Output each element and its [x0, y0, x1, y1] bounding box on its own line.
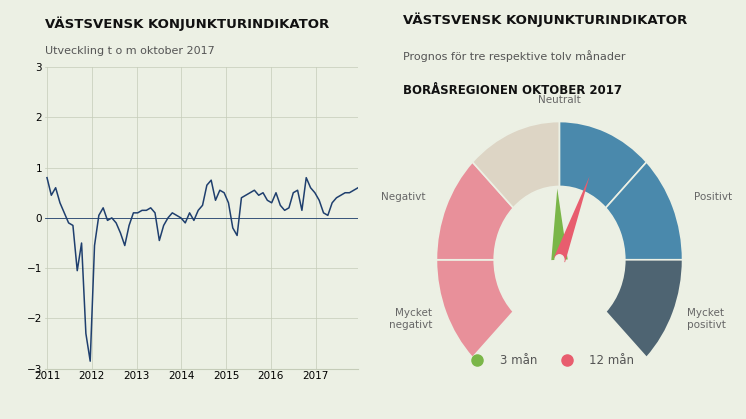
Text: VÄSTSVENSK KONJUNKTURINDIKATOR: VÄSTSVENSK KONJUNKTURINDIKATOR [403, 13, 687, 27]
Circle shape [555, 255, 564, 265]
Wedge shape [560, 122, 647, 208]
Wedge shape [436, 162, 513, 260]
Text: Prognos för tre respektive tolv månader: Prognos för tre respektive tolv månader [403, 50, 625, 62]
Text: Positivt: Positivt [694, 192, 732, 202]
Wedge shape [606, 162, 683, 260]
Wedge shape [436, 260, 513, 357]
Text: Negativt: Negativt [380, 192, 425, 202]
Text: Utveckling t o m oktober 2017: Utveckling t o m oktober 2017 [45, 46, 215, 56]
Text: Neutralt: Neutralt [538, 95, 581, 105]
Text: Mycket
positivt: Mycket positivt [687, 308, 726, 330]
Text: VÄSTSVENSK KONJUNKTURINDIKATOR: VÄSTSVENSK KONJUNKTURINDIKATOR [45, 17, 329, 31]
Text: Mycket
negativt: Mycket negativt [389, 308, 432, 330]
Polygon shape [551, 189, 568, 260]
Text: 3 mån: 3 mån [500, 354, 537, 367]
Polygon shape [554, 176, 589, 262]
Text: BORÅSREGIONEN OKTOBER 2017: BORÅSREGIONEN OKTOBER 2017 [403, 84, 622, 97]
Text: 12 mån: 12 mån [589, 354, 634, 367]
Wedge shape [606, 260, 683, 357]
Wedge shape [472, 122, 560, 208]
